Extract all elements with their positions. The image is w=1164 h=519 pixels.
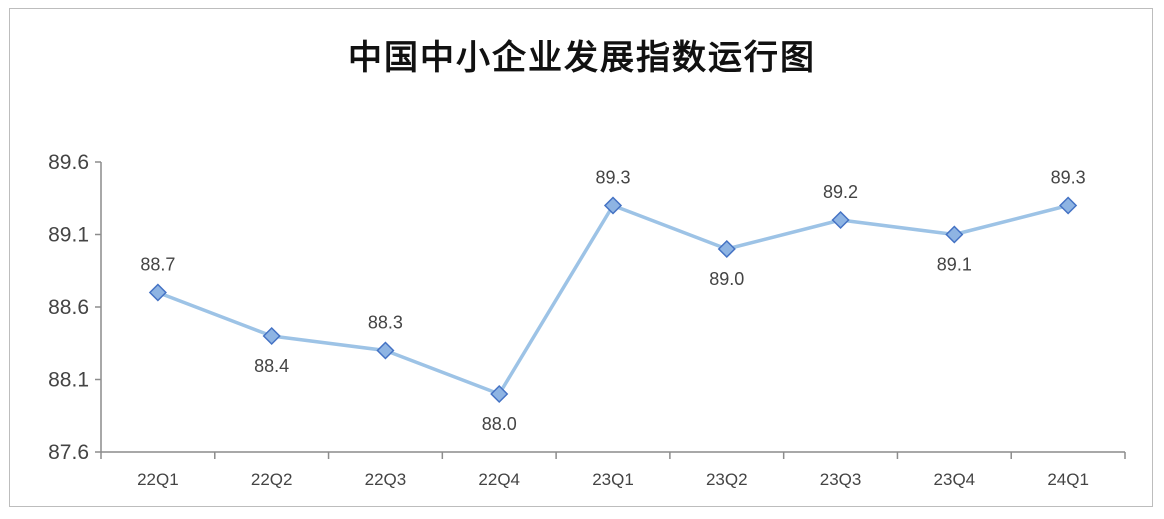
data-label: 89.2 (823, 182, 858, 202)
y-tick-label: 87.6 (48, 441, 89, 464)
x-tick-label: 22Q2 (251, 470, 293, 489)
data-label: 88.0 (482, 414, 517, 434)
y-tick-label: 89.1 (48, 224, 89, 247)
data-point-marker (148, 283, 167, 302)
x-tick-label: 22Q1 (137, 470, 179, 489)
data-label: 88.7 (140, 255, 175, 275)
data-label: 89.3 (595, 168, 630, 188)
data-point-marker (717, 239, 736, 259)
data-point-marker (376, 341, 395, 360)
series-line (157, 203, 1069, 396)
data-point-marker (831, 210, 850, 230)
data-point-marker (1059, 196, 1078, 215)
data-point-marker (603, 196, 623, 215)
chart-axes (95, 161, 1126, 459)
chart-data-labels: 88.7 88.4 88.3 88.0 89.3 89.0 89.2 89.1 89.3 (140, 168, 1085, 435)
chart-ticks: 87.6 88.1 88.6 89.1 89.6 22Q1 22Q2 22Q3 22Q4 23Q1… (48, 151, 1089, 489)
x-tick-label: 23Q2 (706, 470, 748, 489)
chart-title: 中国中小企业发展指数运行图 (348, 38, 816, 78)
data-label: 88.3 (368, 313, 403, 333)
y-tick-label: 88.1 (48, 369, 89, 392)
data-label: 88.4 (254, 356, 289, 376)
x-tick-label: 23Q4 (934, 470, 976, 489)
data-point-marker (490, 384, 509, 404)
x-tick-label: 23Q1 (592, 470, 634, 489)
data-label: 89.0 (709, 269, 744, 289)
data-point-marker (262, 326, 281, 346)
x-tick-label: 22Q3 (365, 470, 407, 489)
x-tick-label: 22Q4 (478, 470, 520, 489)
chart-series (148, 196, 1078, 404)
data-label: 89.3 (1051, 168, 1086, 188)
data-point-marker (945, 225, 964, 244)
data-label: 89.1 (937, 255, 972, 275)
x-tick-label: 23Q3 (820, 470, 862, 489)
y-tick-label: 88.6 (48, 296, 89, 319)
x-tick-label: 24Q1 (1047, 470, 1089, 489)
y-tick-label: 89.6 (48, 151, 89, 174)
